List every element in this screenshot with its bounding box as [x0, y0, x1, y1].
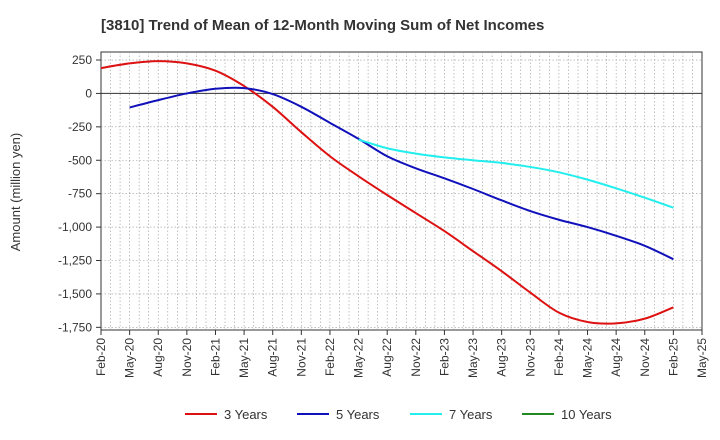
y-tick-label: 0 [85, 86, 92, 100]
grid [101, 52, 702, 330]
x-tick-label: Feb-20 [94, 338, 108, 376]
x-tick-label: Aug-20 [151, 338, 165, 377]
series-layer [100, 60, 674, 325]
legend-item-3-years: 3 Years [185, 407, 268, 422]
plot-area [100, 51, 703, 331]
y-tick-label: -500 [68, 153, 92, 167]
legend-label: 10 Years [561, 407, 612, 422]
x-tick-label: May-24 [581, 338, 595, 378]
x-tick-label: Aug-22 [380, 338, 394, 377]
legend-item-5-years: 5 Years [297, 407, 380, 422]
legend-item-7-years: 7 Years [410, 407, 493, 422]
legend-label: 5 Years [336, 407, 380, 422]
y-tick-label: 250 [72, 53, 92, 67]
series-line-7-years [358, 138, 674, 209]
x-tick-label: May-23 [466, 338, 480, 378]
x-tick-label: Feb-22 [323, 338, 337, 376]
legend-label: 3 Years [224, 407, 268, 422]
x-tick-label: May-21 [237, 338, 251, 378]
plot-frame [100, 51, 703, 331]
y-tick-label: -1,500 [58, 287, 92, 301]
x-tick-label: Feb-21 [208, 338, 222, 376]
legend: 3 Years 5 Years 7 Years 10 Years [185, 407, 612, 422]
x-tick-label: Feb-23 [437, 338, 451, 376]
y-tick-label: -1,000 [58, 220, 92, 234]
x-tick-label: Feb-25 [666, 338, 680, 376]
chart-title: [3810] Trend of Mean of 12-Month Moving … [101, 17, 544, 34]
x-tick-label: Nov-23 [523, 338, 537, 377]
y-axis: 250 0 -250 -500 -750 -1,000 -1,250 -1,500 -1,750 [58, 53, 101, 334]
y-tick-label: -1,250 [58, 254, 92, 268]
legend-label: 7 Years [449, 407, 493, 422]
y-tick-label: -250 [68, 120, 92, 134]
x-axis: Feb-20 May-20 Aug-20 Nov-20 Feb-21 May-21 Aug-… [94, 330, 709, 378]
x-tick-label: Nov-22 [409, 338, 423, 377]
x-tick-label: Nov-20 [180, 338, 194, 377]
x-tick-label: Nov-21 [294, 338, 308, 377]
y-axis-label: Amount (million yen) [8, 133, 23, 252]
series-line-3-years [100, 60, 674, 325]
y-tick-label: -1,750 [58, 320, 92, 334]
x-tick-label: Feb-24 [552, 338, 566, 376]
legend-item-10-years: 10 Years [522, 407, 612, 422]
y-tick-label: -750 [68, 187, 92, 201]
x-tick-label: Nov-24 [638, 338, 652, 377]
x-tick-label: Aug-21 [266, 338, 280, 377]
x-tick-label: Aug-23 [495, 338, 509, 377]
x-tick-label: May-25 [695, 338, 709, 378]
x-tick-label: Aug-24 [609, 338, 623, 377]
series-line-5-years [129, 86, 674, 261]
x-tick-label: May-20 [123, 338, 137, 378]
x-tick-label: May-22 [352, 338, 366, 378]
